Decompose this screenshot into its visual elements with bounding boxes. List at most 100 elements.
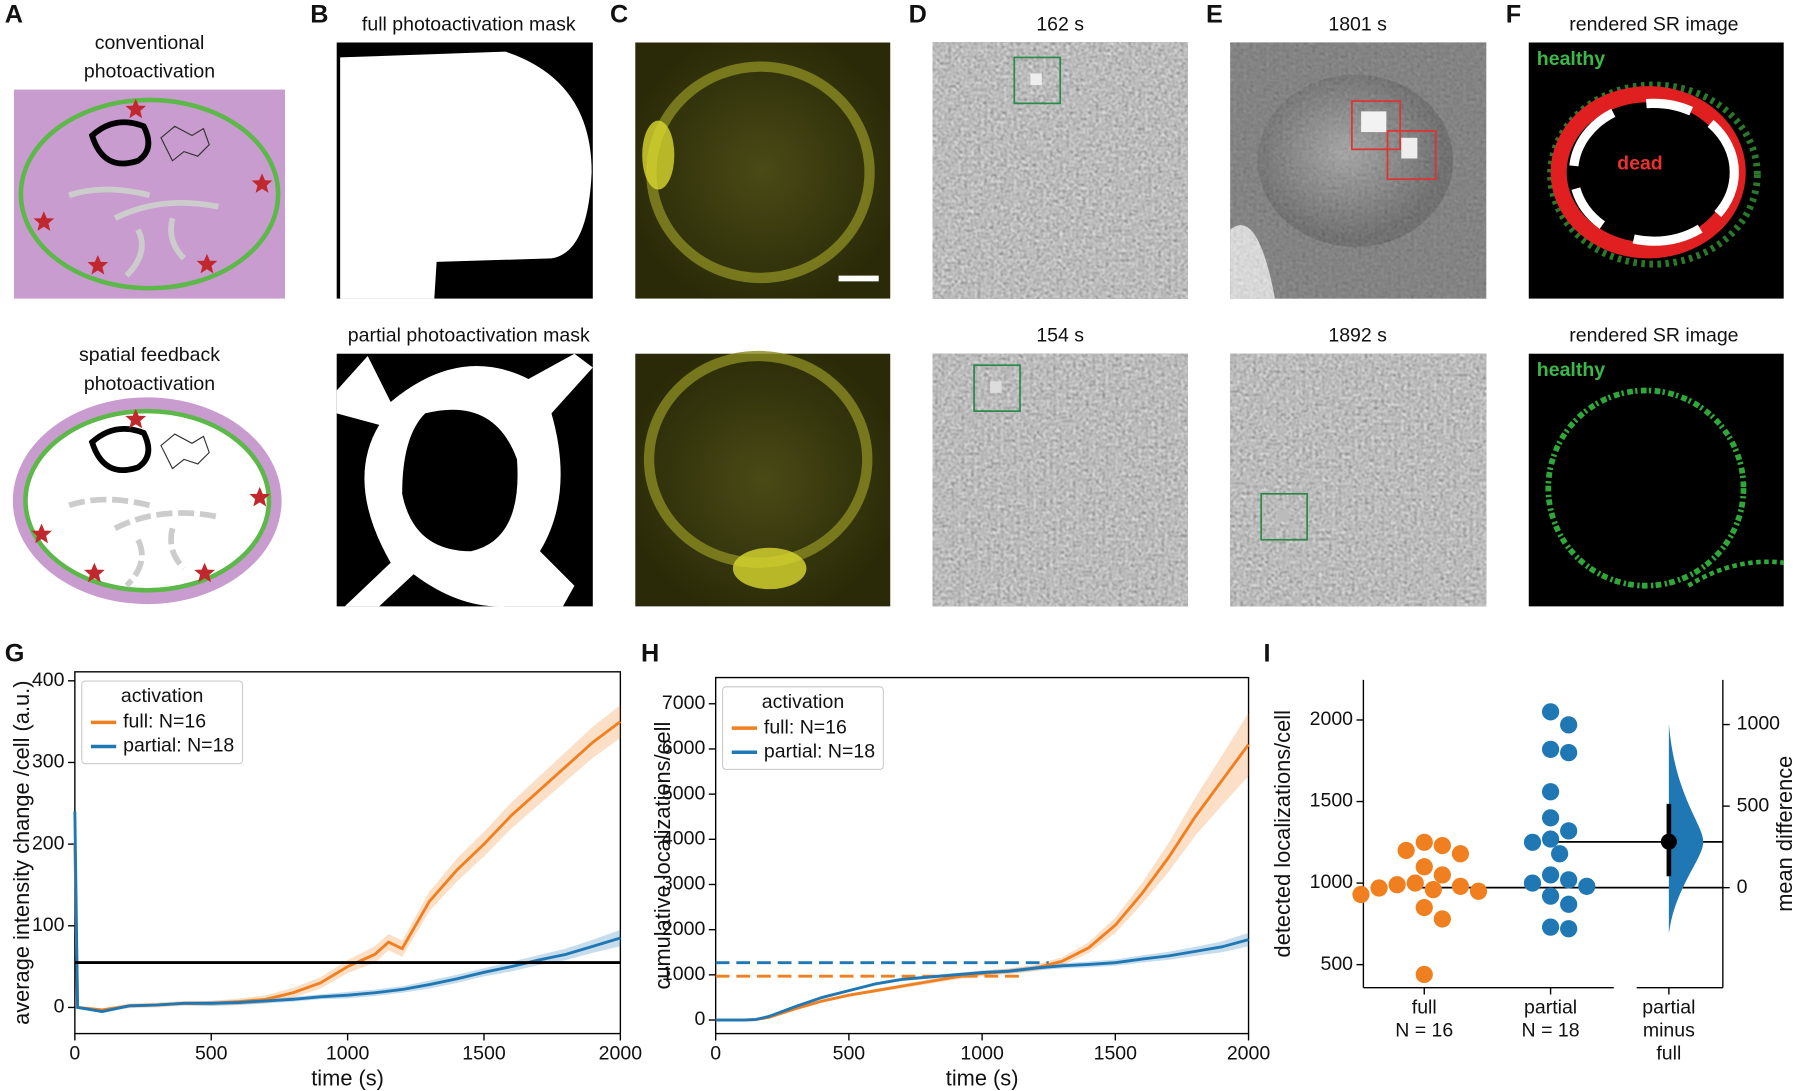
data-point [1433, 910, 1451, 928]
data-point [1560, 871, 1578, 889]
panel-title: 1801 s [1328, 13, 1387, 35]
data-point [1560, 920, 1578, 938]
detection-box [1260, 492, 1308, 541]
panel-b: full photoactivation mask partial photoa… [336, 13, 593, 607]
legend-label: partial: N=18 [764, 740, 875, 762]
camera-frame [932, 353, 1188, 607]
molecule [1401, 137, 1418, 159]
data-point [1523, 833, 1542, 851]
molecule [1361, 111, 1387, 133]
legend-label: full: N=16 [123, 711, 206, 733]
bright-spot [732, 547, 807, 590]
data-point [1415, 858, 1433, 876]
data-point [1541, 887, 1560, 905]
data-point [1406, 874, 1424, 892]
data-point [1541, 866, 1560, 884]
label-dead: dead [1617, 152, 1663, 174]
y-tick-label: 2000 [1310, 708, 1354, 730]
panel-letter: G [5, 639, 25, 667]
panel-title: 1892 s [1328, 325, 1387, 347]
panel-title: rendered SR image [1569, 325, 1738, 347]
y2-tick-label: 500 [1737, 794, 1770, 816]
charts: 0 500 1000 1500 2000 time (s) 0 100 200 300 400ave… [9, 669, 1797, 1090]
diff-label: full [1656, 1042, 1681, 1064]
x-axis-label: time (s) [946, 1065, 1019, 1090]
data-point [1352, 885, 1370, 904]
data-point [1523, 874, 1542, 892]
x-axis-label: time (s) [311, 1065, 384, 1090]
y2-axis-label: mean difference [1772, 756, 1797, 912]
legend-label: full: N=16 [764, 716, 847, 738]
detection-box [1013, 56, 1062, 105]
data-point [1541, 740, 1560, 758]
panel-letter: E [1206, 1, 1223, 29]
data-point [1370, 879, 1388, 897]
x-tick-label: 500 [195, 1042, 228, 1064]
data-point [1433, 866, 1451, 884]
x-tick-note: N = 18 [1522, 1019, 1580, 1041]
mask-shape [340, 51, 592, 299]
organelle [160, 433, 210, 470]
panel-letter: F [1506, 1, 1521, 29]
y2-tick-label: 1000 [1737, 713, 1781, 735]
data-point [1541, 918, 1560, 936]
y-tick-label: 0 [694, 1008, 705, 1030]
green-localizations [1687, 559, 1784, 588]
y-tick-label: 1000 [1310, 871, 1354, 893]
legend-box [81, 680, 244, 765]
panel-title: rendered SR image [1569, 13, 1738, 35]
data-point [1397, 841, 1415, 860]
panel-a-title: photoactivation [84, 61, 215, 83]
y-tick-label: 5000 [662, 782, 706, 804]
y-tick-label: 3000 [662, 873, 706, 895]
series-line [715, 743, 1250, 1022]
y-tick-label: 7000 [662, 692, 706, 714]
data-point [1433, 836, 1451, 855]
organelle [68, 496, 219, 588]
y-tick-label: 400 [32, 669, 65, 691]
difference-estimate [1660, 833, 1677, 850]
data-point [1578, 877, 1596, 895]
camera-frame [1230, 353, 1487, 607]
panel-letter: C [610, 1, 628, 29]
x-tick-label: 1000 [326, 1042, 370, 1064]
data-point [1469, 882, 1488, 900]
dense-localizations [1568, 98, 1739, 246]
data-point [1560, 716, 1578, 734]
bright-spot [642, 120, 675, 190]
data-point [1551, 845, 1569, 863]
panel-letter: A [5, 1, 23, 29]
organelle [160, 125, 210, 162]
panel-letter: H [641, 639, 659, 667]
legend-title: activation [121, 685, 203, 707]
label-healthy: healthy [1537, 359, 1605, 381]
detection-box [1351, 100, 1401, 151]
green-localizations [1547, 81, 1761, 268]
x-tick-label: 1500 [462, 1042, 506, 1064]
panel-a: conventional photoactivation spatial fee… [12, 32, 286, 605]
panel-title: partial photoactivation mask [348, 325, 590, 347]
data-point [1451, 845, 1470, 863]
scale-bar [838, 275, 879, 282]
y-axis-label: cumulative localizations/cell [650, 722, 675, 990]
x-tick-label: 0 [69, 1042, 80, 1064]
diff-label: minus [1643, 1019, 1695, 1041]
x-tick-note: N = 16 [1395, 1019, 1453, 1041]
y2-tick-label: 0 [1737, 876, 1748, 898]
series-line [73, 811, 621, 1013]
data-point [1560, 895, 1578, 913]
panel-a-title: conventional [95, 32, 205, 54]
error-band [74, 811, 621, 1014]
panel-letter: I [1263, 639, 1270, 667]
legend-title: activation [762, 691, 844, 713]
x-tick-label: 2000 [1227, 1042, 1271, 1064]
series-line [73, 720, 622, 1012]
y-axis-label: detected localizations/cell [1270, 710, 1295, 957]
y-tick-label: 1000 [662, 963, 706, 985]
panel-letters: A B C D E F G H I [5, 1, 1521, 668]
x-tick-label: 2000 [599, 1042, 643, 1064]
panel-title: 154 s [1036, 325, 1084, 347]
data-point [1415, 833, 1433, 851]
